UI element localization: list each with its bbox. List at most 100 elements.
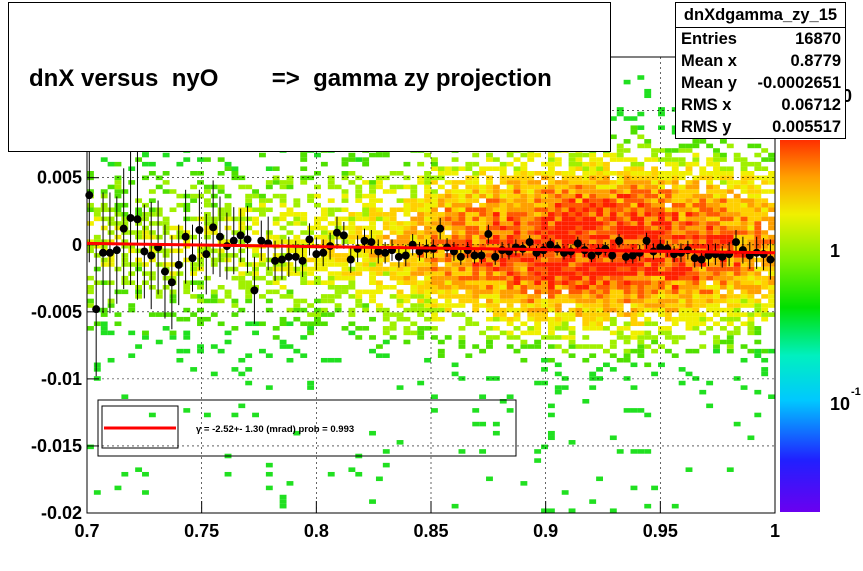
heatmap-cell [479,193,487,199]
heatmap-cell [190,234,198,240]
heatmap-cell [410,257,418,263]
heatmap-cell [520,481,528,486]
heatmap-cell [87,289,94,295]
heatmap-cell [527,326,535,331]
heatmap-cell [513,271,521,276]
heatmap-cell [265,307,273,313]
heatmap-cell [375,289,383,295]
heatmap-cell [582,152,590,158]
heatmap-cell [651,257,659,263]
heatmap-cell [575,189,583,194]
heatmap-cell [582,184,590,190]
heatmap-cell [183,202,191,208]
heatmap-cell [93,216,101,222]
heatmap-cell [437,239,445,244]
heatmap-cell [733,193,741,199]
heatmap-cell [541,230,548,235]
heatmap-cell [527,294,535,299]
heatmap-cell [534,234,542,240]
heatmap-cell [451,166,459,171]
heatmap-cell [327,221,335,226]
heatmap-cell [279,184,287,190]
heatmap-cell [596,275,603,281]
heatmap-cell [114,184,122,190]
profile-point [277,255,286,264]
heatmap-cell [692,193,700,199]
heatmap-cell [575,234,583,240]
heatmap-cell [506,175,514,181]
heatmap-cell [417,221,425,226]
heatmap-cell [472,175,480,181]
heatmap-cell [472,280,480,285]
heatmap-cell [527,280,535,285]
heatmap-cell [527,207,535,213]
heatmap-cell [713,212,720,217]
profile-point [291,252,300,261]
heatmap-cell [747,262,755,267]
heatmap-cell [658,275,665,281]
heatmap-cell [561,285,569,290]
heatmap-cell [603,193,610,199]
heatmap-cell [107,161,115,167]
heatmap-cell [431,161,438,167]
heatmap-cell [630,275,638,281]
heatmap-cell [761,166,769,171]
heatmap-cell [726,243,734,249]
heatmap-cell [245,353,253,358]
heatmap-cell [547,335,555,340]
heatmap-cell [740,207,748,213]
profile-point [573,239,582,248]
heatmap-cell [300,353,308,358]
heatmap-cell [169,289,177,295]
heatmap-cell [486,212,493,217]
profile-point [374,247,383,256]
heatmap-cell [651,180,659,185]
heatmap-cell [616,285,624,290]
heatmap-cell [210,193,218,199]
heatmap-cell [658,303,665,308]
heatmap-cell [369,316,376,322]
heatmap-cell [472,216,480,222]
heatmap-cell [547,198,555,203]
heatmap-cell [699,166,707,171]
heatmap-cell [265,234,273,240]
heatmap-cell [692,180,700,185]
heatmap-cell [417,312,425,317]
heatmap-cell [658,212,665,217]
heatmap-cell [100,216,108,222]
heatmap-cell [664,225,672,231]
heatmap-cell [726,166,734,171]
heatmap-cell [431,266,438,272]
heatmap-cell [465,225,473,231]
heatmap-cell [582,307,590,313]
heatmap-cell [231,216,239,222]
heatmap-cell [217,207,225,213]
heatmap-cell [582,189,590,194]
heatmap-cell [754,298,762,304]
heatmap-cell [520,239,528,244]
heatmap-cell [100,239,108,244]
heatmap-cell [637,271,645,276]
heatmap-cell [699,289,707,295]
heatmap-cell [761,212,769,217]
heatmap-cell [692,143,700,149]
heatmap-cell [541,202,548,208]
heatmap-cell [148,248,156,254]
heatmap-cell [609,285,617,290]
heatmap-cell [547,216,555,222]
heatmap-cell [238,257,246,263]
heatmap-cell [740,230,748,235]
heatmap-cell [609,321,617,327]
heatmap-cell [272,253,280,258]
heatmap-cell [431,166,438,171]
heatmap-cell [589,312,597,317]
heatmap-cell [479,262,487,267]
heatmap-cell [486,307,493,313]
heatmap-cell [410,266,418,272]
heatmap-cell [726,207,734,213]
heatmap-cell [747,143,755,149]
heatmap-cell [437,285,445,290]
heatmap-cell [375,353,383,358]
heatmap-cell [568,440,576,445]
profile-point [167,278,176,287]
